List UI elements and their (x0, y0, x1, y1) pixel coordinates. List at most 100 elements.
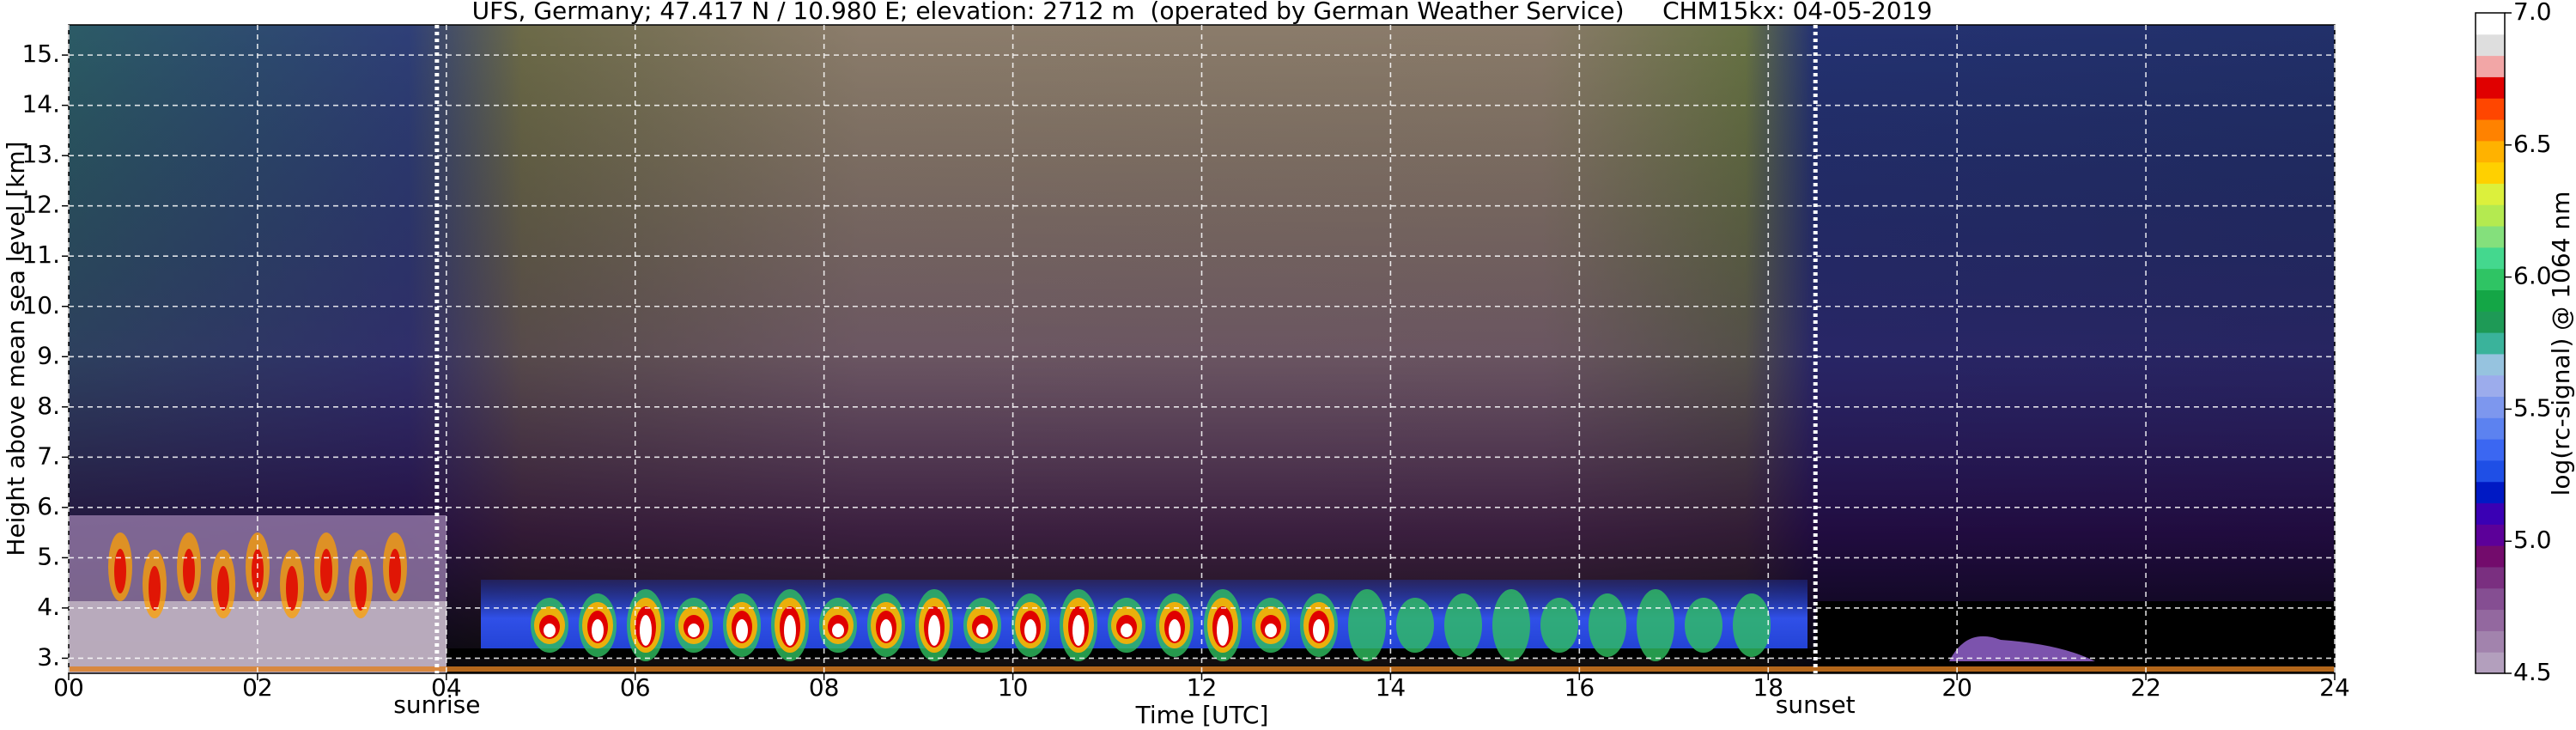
colorbar-band (2476, 459, 2505, 483)
x-tick-label: 20 (1941, 673, 1972, 702)
aerosol-blob (928, 615, 940, 646)
colorbar-band (2476, 140, 2505, 163)
y-tick-label: 11. (21, 240, 60, 269)
colorbar-band (2476, 289, 2505, 312)
colorbar-band (2476, 374, 2505, 398)
aerosol-blob (1169, 619, 1181, 642)
colorbar-band (2476, 396, 2505, 418)
aerosol-blob (640, 615, 652, 646)
aerosol-blob (183, 549, 195, 593)
colorbar-band (2476, 332, 2505, 355)
x-tick-label: 14 (1376, 673, 1406, 702)
aerosol-blob (1072, 615, 1084, 646)
y-tick-label: 12. (21, 191, 60, 219)
x-tick-label: 18 (1753, 673, 1783, 702)
aerosol-features (108, 532, 2095, 661)
y-axis-label: Height above mean sea level [km] (2, 141, 30, 556)
aerosol-blob (1265, 624, 1277, 637)
aerosol-blob (149, 566, 161, 611)
colorbar-tick-label: 6.0 (2513, 262, 2552, 290)
x-tick-label: 10 (998, 673, 1029, 702)
colorbar-band (2476, 33, 2505, 57)
aerosol-blob (1313, 619, 1325, 642)
y-tick-label: 6. (37, 492, 60, 520)
aerosol-blob (1396, 598, 1434, 653)
aerosol-blob (286, 566, 298, 611)
colorbar-band (2476, 417, 2505, 440)
y-tick-label: 5. (37, 542, 60, 570)
aerosol-blob (1540, 598, 1578, 653)
aerosol-blob (1121, 624, 1133, 637)
aerosol-blob (389, 549, 401, 593)
x-tick-label: 16 (1564, 673, 1595, 702)
aerosol-blob (880, 619, 892, 642)
colorbar-band (2476, 183, 2505, 205)
colorbar-band (2476, 204, 2505, 227)
colorbar-band (2476, 545, 2505, 568)
aerosol-blob (1444, 593, 1482, 657)
y-tick-label: 4. (37, 593, 60, 621)
y-tick-label: 7. (37, 441, 60, 470)
colorbar-band (2476, 439, 2505, 461)
aerosol-blob (1348, 589, 1386, 661)
aerosol-blob (688, 624, 700, 637)
y-tick-label: 13. (21, 140, 60, 168)
aerosol-blob (976, 624, 988, 637)
colorbar-band (2476, 353, 2505, 376)
aerosol-blob (1217, 615, 1229, 646)
aerosol-blob (252, 549, 264, 593)
aerosol-blob (1024, 619, 1036, 642)
aerosol-blob (1733, 593, 1771, 657)
colorbar-band (2476, 652, 2505, 674)
aerosol-blob (544, 624, 556, 637)
colorbar-band (2476, 268, 2505, 290)
x-tick-label: 04 (431, 673, 462, 702)
y-tick-label: 3. (37, 642, 60, 671)
colorbar-band (2476, 119, 2505, 142)
aerosol-blob (1589, 593, 1626, 657)
aerosol-blob (784, 615, 796, 646)
y-tick-label: 9. (37, 341, 60, 369)
y-tick-label: 15. (21, 40, 60, 68)
colorbar-band (2476, 246, 2505, 270)
colorbar-band (2476, 161, 2505, 184)
colorbar-tick-label: 4.5 (2513, 658, 2552, 686)
y-tick-label: 14. (21, 90, 60, 119)
colorbar-band (2476, 226, 2505, 248)
aerosol-blob (1492, 589, 1530, 661)
colorbar-band (2476, 55, 2505, 77)
x-tick-label: 00 (53, 673, 84, 702)
colorbar-band (2476, 98, 2505, 120)
aerosol-blob (736, 619, 748, 642)
colorbar-tick-label: 5.0 (2513, 526, 2552, 554)
annotation: sunset (1776, 690, 1856, 719)
colorbar-band (2476, 502, 2505, 525)
colorbar-band (2476, 481, 2505, 504)
y-tick-label: 8. (37, 392, 60, 420)
x-tick-label: 08 (809, 673, 840, 702)
colorbar-label: log(rc-signal) @ 1064 nm (2547, 192, 2575, 496)
colorbar-band (2476, 587, 2505, 611)
aerosol-blob (320, 549, 332, 593)
colorbar-band (2476, 524, 2505, 546)
colorbar-frame (2475, 12, 2506, 674)
aerosol-blob (1685, 598, 1722, 653)
aerosol-blob (1637, 589, 1674, 661)
colorbar-tick-label: 5.5 (2513, 393, 2552, 422)
x-tick-label: 02 (242, 673, 273, 702)
x-axis-label: Time [UTC] (1135, 701, 1269, 729)
aerosol-blob (592, 619, 604, 642)
x-tick-label: 12 (1187, 673, 1218, 702)
aerosol-blob (832, 624, 844, 637)
annotation: sunrise (393, 690, 480, 719)
colorbar-tick-label: 6.5 (2513, 130, 2552, 158)
colorbar-band (2476, 609, 2505, 631)
y-tick-label: 10. (21, 291, 60, 319)
colorbar-band (2476, 630, 2505, 653)
chart-title: UFS, Germany; 47.417 N / 10.980 E; eleva… (472, 0, 1933, 25)
colorbar-band (2476, 311, 2505, 333)
aerosol-blob (114, 549, 126, 593)
x-tick-label: 24 (2319, 673, 2350, 702)
x-tick-label: 22 (2130, 673, 2161, 702)
